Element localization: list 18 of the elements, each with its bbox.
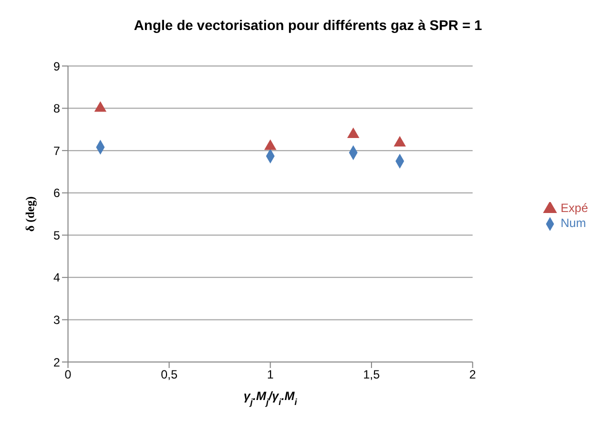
y-tick-label: 2	[53, 355, 60, 370]
y-axis-title: δ (deg)	[23, 196, 37, 232]
y-tick-label: 4	[53, 270, 60, 285]
y-tick-label: 7	[53, 144, 60, 158]
x-tick-label: 2	[469, 368, 476, 382]
x-tick-label: 1,5	[363, 368, 380, 382]
y-tick-label: 6	[53, 186, 60, 200]
y-tick-label: 5	[53, 228, 60, 242]
y-tick-label: 9	[53, 59, 60, 74]
x-tick-label: 0	[64, 368, 72, 382]
legend-label: Expé	[560, 201, 588, 216]
x-tick-label: 0,5	[160, 368, 178, 382]
chart-title: Angle de vectorisation pour différents gaz à SPR = 1	[134, 17, 482, 33]
y-tick-label: 3	[53, 312, 60, 327]
x-tick-label: 1	[266, 368, 274, 382]
y-tick-label: 8	[53, 102, 60, 116]
legend-label: Num	[560, 216, 586, 230]
x-axis-title: γ$_{j}$.M$_{j}$/γ$_{i}$.M$_{i}$	[244, 389, 298, 407]
